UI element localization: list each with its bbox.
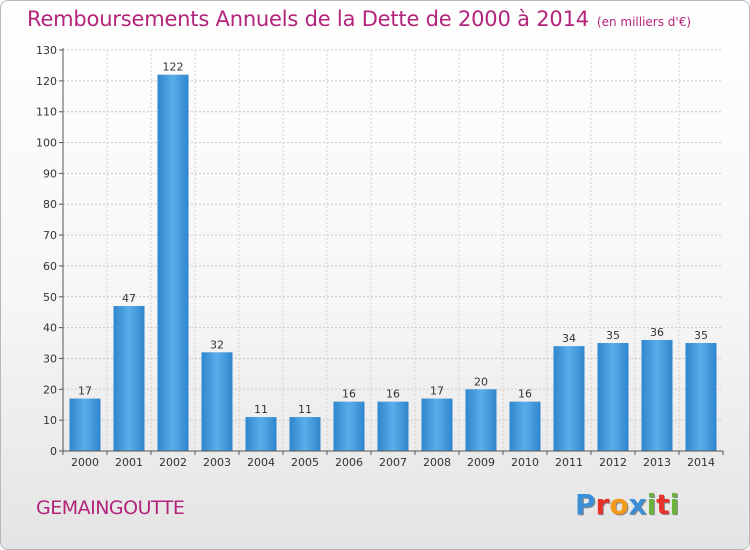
bar <box>465 389 497 451</box>
bar <box>553 346 585 451</box>
bar-value-label: 17 <box>430 385 444 398</box>
bar-value-label: 35 <box>606 329 620 342</box>
bar <box>289 417 321 451</box>
bar-value-label: 17 <box>78 385 92 398</box>
bar <box>641 339 673 451</box>
bar <box>113 306 145 451</box>
bar-value-label: 34 <box>562 332 576 345</box>
y-tick-label: 20 <box>43 383 57 396</box>
bar-value-label: 20 <box>474 375 488 388</box>
chart-title-unit: (en milliers d'€) <box>596 15 692 29</box>
y-tick-label: 80 <box>43 198 57 211</box>
x-tick-label: 2012 <box>599 456 627 469</box>
bar-value-label: 47 <box>122 292 136 305</box>
logo-letter: i <box>646 488 657 521</box>
x-tick-label: 2014 <box>687 456 715 469</box>
logo-letter: o <box>609 488 629 521</box>
logo-letter: t <box>656 488 670 521</box>
x-tick-label: 2010 <box>511 456 539 469</box>
chart-title: Remboursements Annuels de la Dette de 20… <box>27 7 691 31</box>
logo-letter: r <box>595 488 610 521</box>
proxiti-logo: Proxiti <box>575 488 679 521</box>
bar-value-label: 35 <box>694 329 708 342</box>
bar <box>377 401 409 451</box>
y-tick-label: 110 <box>36 106 57 119</box>
y-tick-label: 50 <box>43 291 57 304</box>
logo-letter: x <box>628 488 647 521</box>
x-tick-label: 2009 <box>467 456 495 469</box>
y-tick-label: 10 <box>43 414 57 427</box>
x-tick-label: 2007 <box>379 456 407 469</box>
x-tick-label: 2001 <box>115 456 143 469</box>
axes <box>59 48 724 455</box>
bar <box>421 398 453 451</box>
bar-value-label: 16 <box>386 388 400 401</box>
y-tick-label: 100 <box>36 137 57 150</box>
x-tick-label: 2011 <box>555 456 583 469</box>
bar <box>201 352 233 451</box>
bar <box>69 398 101 451</box>
y-tick-label: 60 <box>43 260 57 273</box>
x-tick-label: 2004 <box>247 456 275 469</box>
y-tick-label: 90 <box>43 167 57 180</box>
bar <box>597 343 629 451</box>
y-tick-label: 130 <box>36 44 57 57</box>
bar-value-label: 16 <box>518 388 532 401</box>
bars <box>69 74 717 451</box>
y-tick-label: 120 <box>36 75 57 88</box>
commune-name: GEMAINGOUTTE <box>36 497 185 519</box>
x-tick-label: 2000 <box>71 456 99 469</box>
bar <box>685 343 717 451</box>
chart-title-text: Remboursements Annuels de la Dette de 20… <box>27 7 589 31</box>
y-tick-label: 40 <box>43 322 57 335</box>
bar-value-label: 11 <box>298 403 312 416</box>
y-tick-label: 70 <box>43 229 57 242</box>
x-tick-label: 2002 <box>159 456 187 469</box>
y-tick-label: 30 <box>43 352 57 365</box>
bar <box>509 401 541 451</box>
bar-value-label: 11 <box>254 403 268 416</box>
logo-letter: P <box>575 488 596 521</box>
bar <box>333 401 365 451</box>
x-tick-label: 2003 <box>203 456 231 469</box>
x-tick-label: 2005 <box>291 456 319 469</box>
logo-letter: i <box>669 488 680 521</box>
bar-value-label: 122 <box>163 61 184 74</box>
y-tick-label: 0 <box>50 445 57 458</box>
bar <box>245 417 277 451</box>
x-tick-label: 2006 <box>335 456 363 469</box>
bar-value-label: 16 <box>342 388 356 401</box>
bar-value-label: 36 <box>650 326 664 339</box>
bar <box>157 74 189 451</box>
bar-value-label: 32 <box>210 338 224 351</box>
x-tick-label: 2013 <box>643 456 671 469</box>
labels: 0 10 20 30 40 50 60 70 80 90 100 110 120 130 17 2000 47 2… <box>36 44 715 469</box>
x-tick-label: 2008 <box>423 456 451 469</box>
